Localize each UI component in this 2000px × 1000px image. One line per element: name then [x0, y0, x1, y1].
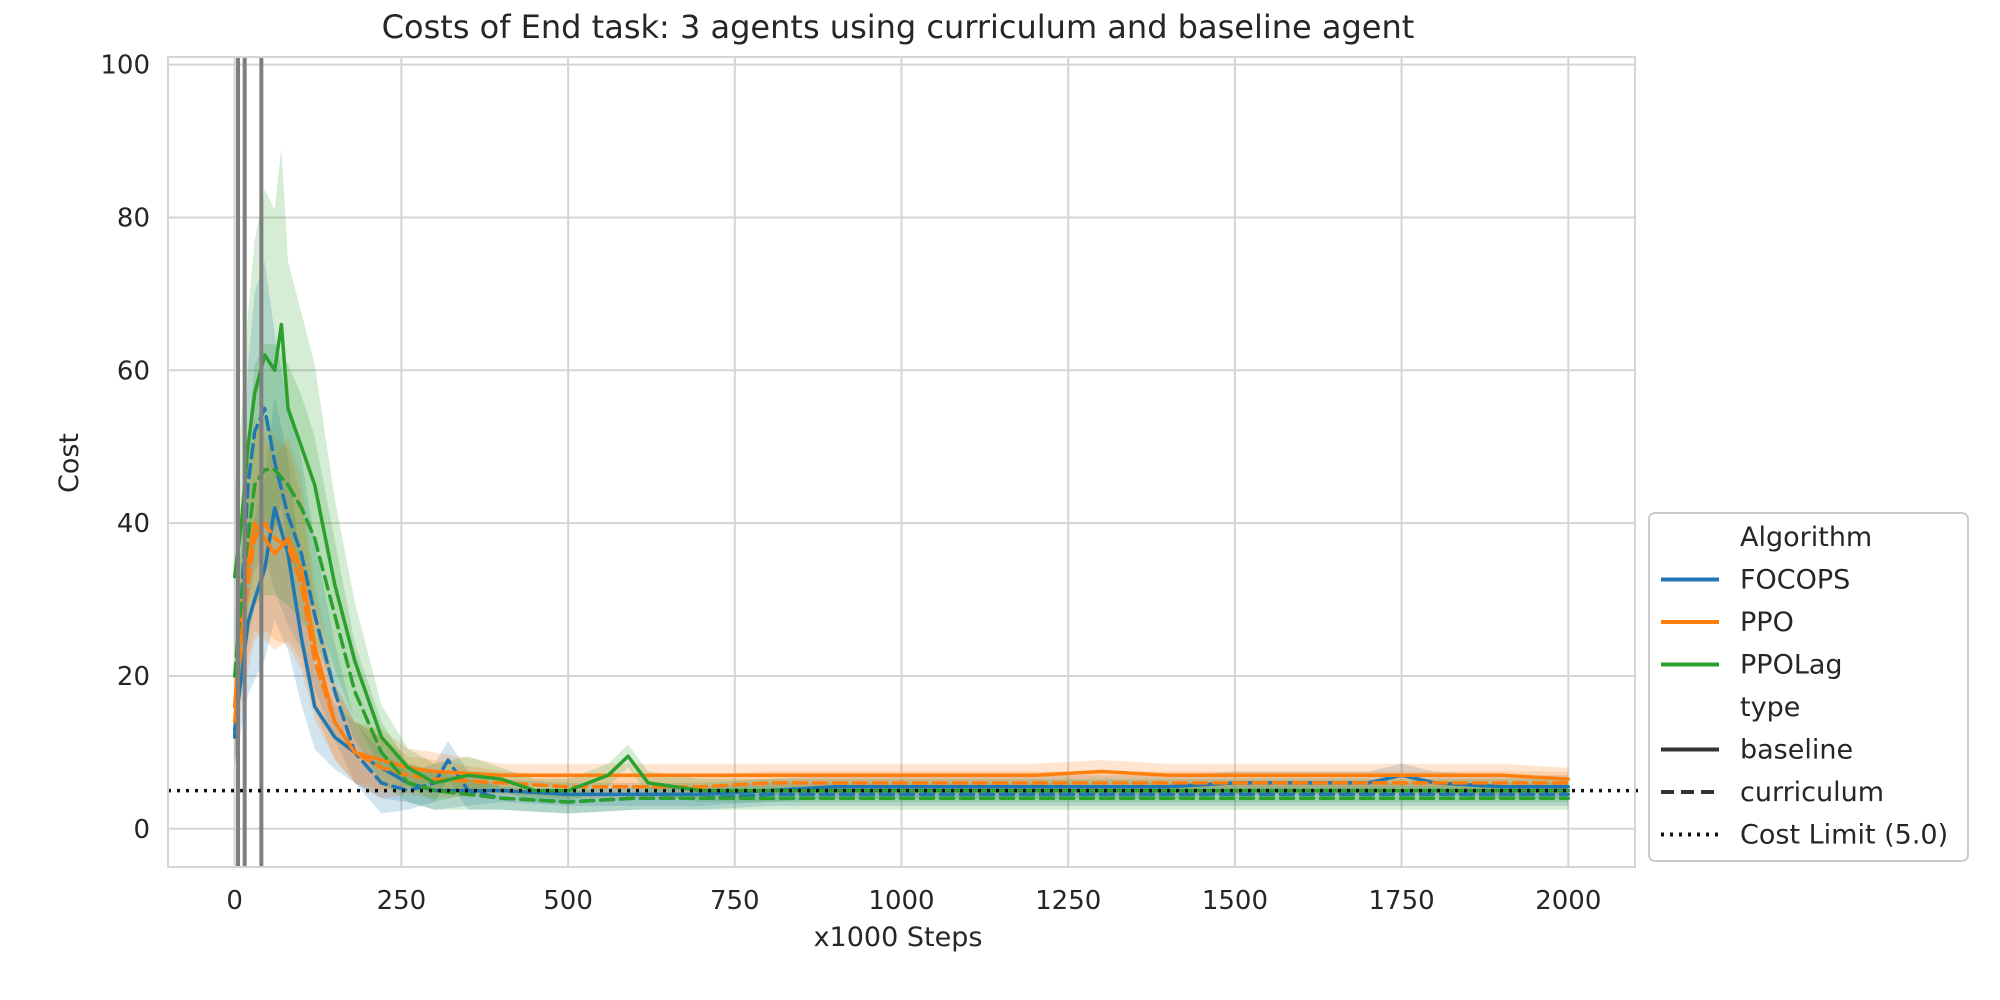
x-tick-label: 2000	[1535, 886, 1601, 916]
x-tick-label: 1750	[1369, 886, 1435, 916]
gridlines	[168, 57, 1635, 867]
y-tick-label: 20	[117, 662, 150, 692]
x-tick-label: 1500	[1202, 886, 1268, 916]
legend-label: PPOLag	[1740, 650, 1843, 681]
legend-label: FOCOPS	[1740, 565, 1850, 596]
y-tick-label: 80	[117, 203, 150, 233]
x-tick-label: 750	[710, 886, 760, 916]
line-ppo-baseline	[232, 521, 1571, 781]
line-ppo-curriculum	[232, 521, 1571, 789]
y-tick-label: 60	[117, 356, 150, 386]
x-tick-label: 0	[226, 886, 243, 916]
curriculum-markers	[236, 57, 264, 867]
legend-label: curriculum	[1740, 777, 1884, 808]
x-tick-label: 1250	[1035, 886, 1101, 916]
x-axis: 0 250 500 750 1000 1250 1500 1750 2000	[226, 886, 1601, 916]
line-ppolag-curriculum	[232, 467, 1571, 804]
line-focops-baseline	[232, 506, 1571, 797]
y-tick-label: 40	[117, 509, 150, 539]
band-ppolag-baseline	[234, 147, 1569, 802]
legend-title: type	[1740, 692, 1800, 723]
y-tick-label: 0	[133, 815, 150, 845]
x-tick-label: 250	[377, 886, 427, 916]
legend-label: baseline	[1740, 735, 1853, 766]
x-axis-label: x1000 Steps	[814, 922, 983, 953]
chart-title: Costs of End task: 3 agents using curric…	[382, 8, 1415, 46]
plot-frame	[167, 56, 1636, 868]
legend-label: Cost Limit (5.0)	[1740, 820, 1948, 851]
legend-title: Algorithm	[1740, 522, 1872, 553]
y-axis: 0 20 40 60 80 100	[100, 51, 150, 845]
legend: Algorithm FOCOPS PPO PPOLag type baseline curr…	[1648, 512, 1969, 862]
legend-box	[1648, 512, 1969, 862]
plot-border	[167, 56, 1636, 868]
series-lines	[232, 322, 1571, 804]
y-tick-label: 100	[100, 51, 150, 81]
legend-label: PPO	[1740, 607, 1794, 638]
x-tick-label: 1000	[868, 886, 934, 916]
y-axis-label: Cost	[54, 433, 85, 493]
line-ppolag-baseline	[232, 322, 1571, 793]
x-tick-label: 500	[543, 886, 593, 916]
band-ppo-baseline	[234, 416, 1569, 791]
